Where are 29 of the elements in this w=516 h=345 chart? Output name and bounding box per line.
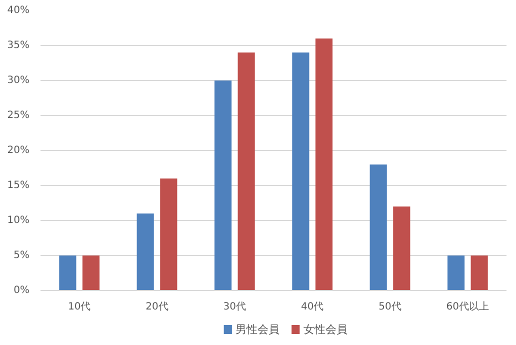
bar — [59, 256, 76, 290]
y-tick-label: 20% — [7, 145, 30, 156]
bar — [160, 178, 178, 290]
y-tick-label: 25% — [7, 110, 30, 121]
x-tick-label: 30代 — [223, 302, 246, 312]
x-tick-label: 10代 — [68, 302, 91, 312]
legend-label: 男性会員 — [236, 323, 280, 336]
y-tick-label: 15% — [7, 180, 30, 191]
x-tick-label: 20代 — [146, 302, 168, 312]
bar — [136, 214, 154, 290]
bar — [292, 52, 310, 290]
y-tick-label: 10% — [7, 215, 30, 226]
x-tick-label: 60代以上 — [446, 300, 490, 312]
legend-label: 女性会員 — [303, 323, 348, 336]
y-tick-label: 5% — [14, 250, 30, 261]
y-tick-label: 35% — [7, 40, 30, 51]
bar — [238, 52, 255, 290]
x-tick-label: 40代 — [300, 302, 324, 312]
bar — [214, 80, 232, 290]
bar — [370, 164, 387, 290]
bar — [470, 256, 488, 290]
y-tick-label: 30% — [7, 75, 30, 86]
bar — [447, 256, 465, 290]
x-tick-label: 50代 — [378, 302, 402, 312]
bar — [82, 256, 100, 290]
bar — [315, 38, 333, 290]
y-tick-label: 0% — [14, 285, 30, 296]
bar — [393, 206, 410, 290]
y-tick-label: 40% — [7, 5, 30, 16]
